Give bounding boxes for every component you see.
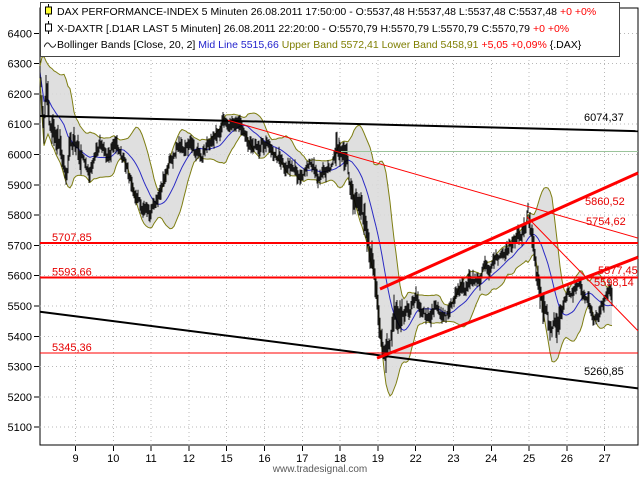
x-axis-label: 15 [221,453,233,465]
candlestick-series [39,65,613,373]
candle-marker-white-icon [44,21,57,38]
trendline-label: 5260,85 [584,366,624,378]
x-axis-label: 26 [561,453,573,465]
legend-row-bollinger[interactable]: Bollinger Bands [Close, 20, 2] Mid Line … [44,38,616,54]
x-axis-label: 12 [183,453,195,465]
y-axis-label: 5200 [8,392,32,404]
trendline-label: 5598,14 [594,277,634,289]
y-axis-label: 6300 [8,59,32,71]
uptrend-thick-2[interactable] [376,255,639,360]
downtrend-thin-1[interactable] [227,119,639,239]
trendline-label: 5754,62 [586,216,626,228]
legend-bollinger-lower: Lower Band 5458,91 [381,39,479,51]
indicator-wave-icon [44,39,57,54]
y-axis-label: 5800 [8,210,32,222]
trendline-label: 5860,52 [585,196,625,208]
tradesignal-watermark: www.tradesignal.com [272,464,368,475]
legend-xdaxtr-text: X-DAXTR [.D1AR LAST 5 Minuten] 26.08.201… [57,23,531,35]
x-axis-label: 25 [523,453,535,465]
legend-bollinger-change: +5,05 +0,09% [481,39,547,51]
y-axis-label: 5700 [8,240,32,252]
legend-bollinger-upper: Upper Band 5572,41 [281,39,379,51]
x-axis-label: 18 [334,453,346,465]
legend-xdaxtr-change: +0 +0% [532,23,570,35]
legend-row-xdaxtr[interactable]: X-DAXTR [.D1AR LAST 5 Minuten] 26.08.201… [44,21,616,38]
resistance-upper-black[interactable] [39,114,639,133]
x-axis-label: 17 [296,453,308,465]
y-axis-label: 6200 [8,89,32,101]
y-axis-label: 5900 [8,180,32,192]
x-axis-label: 22 [410,453,422,465]
legend-bollinger-symbol: {.DAX} [549,39,582,51]
legend-bollinger-mid: Mid Line 5515,66 [198,39,279,51]
trendline-label: 5577,45 [598,265,638,277]
trendline-label: 6074,37 [584,112,624,124]
support-lower-black[interactable] [39,310,639,390]
x-axis-label: 9 [72,453,78,465]
legend-row-dax[interactable]: DAX PERFORMANCE-INDEX 5 Minuten 26.08.20… [44,4,616,21]
x-axis-label: 24 [485,453,497,465]
chart-legend: DAX PERFORMANCE-INDEX 5 Minuten 26.08.20… [40,2,620,57]
bollinger-mid-line [39,72,613,331]
y-axis-label: 6100 [8,119,32,131]
legend-dax-text: DAX PERFORMANCE-INDEX 5 Minuten 26.08.20… [57,6,558,18]
y-axis-label: 5600 [8,271,32,283]
uptrend-thick-1[interactable] [379,171,639,291]
x-axis-label: 11 [145,453,156,465]
price-level-label: 5593,66 [52,267,92,279]
bollinger-band-fill [40,56,612,396]
candle-marker-yellow-icon [44,4,57,21]
y-axis-label: 6000 [8,149,32,161]
legend-bollinger-name: Bollinger Bands [Close, 20, 2] [57,39,196,51]
x-axis-label: 27 [599,453,611,465]
y-axis-label: 5500 [8,301,32,313]
y-axis-label: 5400 [8,331,32,343]
x-axis-label: 16 [258,453,270,465]
legend-dax-change: +0 +0% [559,6,597,18]
y-axis-label: 5100 [8,422,32,434]
y-axis-label: 5300 [8,362,32,374]
x-axis-label: 10 [107,453,119,465]
x-axis-label: 23 [447,453,459,465]
x-axis-label: 19 [372,453,384,465]
price-level-label: 5707,85 [52,232,92,244]
price-level-label: 5345,36 [52,342,92,354]
y-axis-label: 6400 [8,28,32,40]
downtrend-thin-2[interactable] [526,216,639,332]
